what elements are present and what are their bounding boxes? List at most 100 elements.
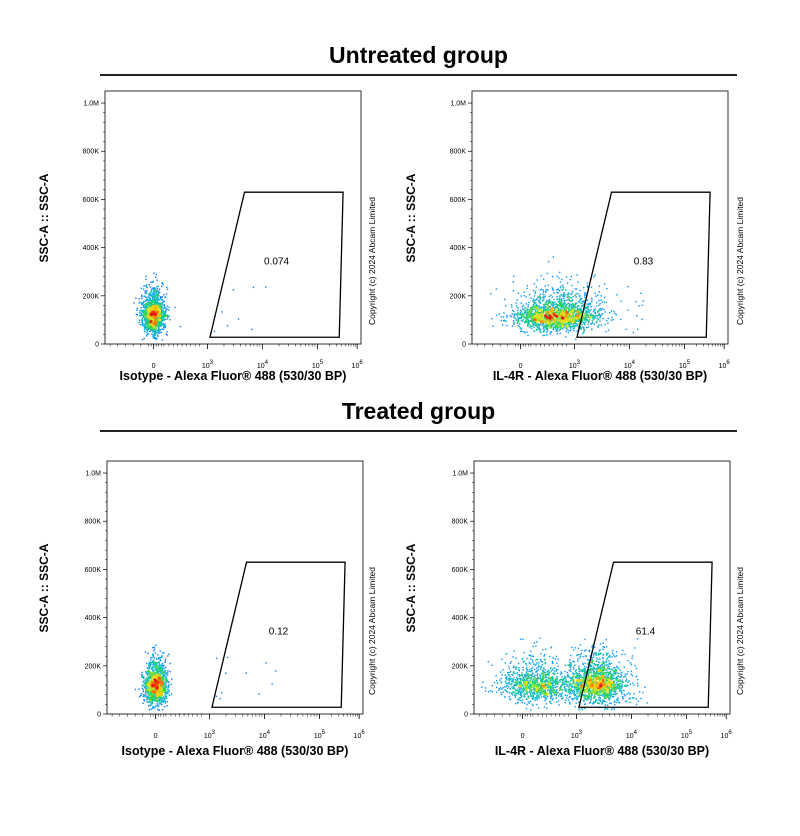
event-dot <box>162 689 165 691</box>
event-dot <box>551 317 554 319</box>
event-dot <box>151 324 154 327</box>
event-dot <box>535 319 537 321</box>
event-dot <box>579 309 582 311</box>
event-dot <box>156 321 159 323</box>
event-dot <box>154 310 156 313</box>
event-dot <box>563 315 565 317</box>
event-dot <box>560 319 563 321</box>
event-dot <box>529 325 532 327</box>
event-dot <box>144 318 146 321</box>
event-dot <box>152 315 155 317</box>
event-dot <box>145 322 147 325</box>
event-dot <box>148 311 150 313</box>
event-dot <box>151 315 154 318</box>
event-dot <box>150 313 153 315</box>
event-dot <box>560 326 562 328</box>
event-dot <box>550 310 552 312</box>
event-dot <box>164 658 167 660</box>
event-dot <box>159 696 161 699</box>
event-dot <box>148 313 150 315</box>
event-dot <box>516 317 519 319</box>
event-dot <box>533 313 535 316</box>
event-dot <box>579 299 581 301</box>
event-dot <box>156 325 158 328</box>
event-dot <box>144 320 146 322</box>
event-dot <box>532 313 534 315</box>
event-dot <box>505 320 507 323</box>
event-dot <box>149 299 151 301</box>
event-dot <box>147 324 150 326</box>
event-dot <box>522 304 525 307</box>
event-dot <box>149 323 151 325</box>
event-dot <box>150 320 152 322</box>
event-dot <box>571 306 573 309</box>
event-dot <box>159 699 162 701</box>
event-dot <box>150 307 153 310</box>
event-dot <box>554 317 556 320</box>
event-dot <box>568 315 570 318</box>
event-dot <box>148 304 150 306</box>
event-dot <box>154 336 157 339</box>
event-dot <box>545 301 547 303</box>
event-dot <box>146 697 149 700</box>
event-dot <box>152 292 154 295</box>
event-dot <box>556 306 558 308</box>
event-dot <box>554 311 557 314</box>
event-dot <box>564 317 566 319</box>
event-dot <box>150 308 152 310</box>
event-dot <box>154 322 156 325</box>
event-dot <box>152 309 155 311</box>
event-dot <box>153 691 156 694</box>
event-dot <box>149 685 152 688</box>
event-dot <box>162 681 165 684</box>
event-dot <box>150 314 152 316</box>
event-dot <box>146 674 149 676</box>
event-dot <box>155 313 158 316</box>
event-dot <box>148 693 151 695</box>
event-dot <box>161 687 163 689</box>
event-dot <box>540 313 542 316</box>
event-dot <box>159 680 161 683</box>
event-dot <box>152 679 154 682</box>
event-dot <box>159 679 161 681</box>
event-dot <box>578 294 581 297</box>
event-dot <box>150 672 153 674</box>
event-dot <box>162 315 165 318</box>
event-dot <box>151 297 154 300</box>
event-dot <box>146 298 149 300</box>
event-dot <box>151 672 153 675</box>
event-dot <box>144 687 147 689</box>
event-dot <box>151 700 153 702</box>
event-dot <box>555 314 558 317</box>
event-dot <box>148 673 150 675</box>
event-dot <box>564 321 567 324</box>
event-dot <box>143 699 145 701</box>
event-dot <box>168 681 170 683</box>
event-dot <box>147 683 149 685</box>
event-dot <box>147 686 149 688</box>
event-dot <box>544 315 547 318</box>
event-dot <box>156 321 158 323</box>
event-dot <box>148 313 150 316</box>
event-dot <box>579 295 581 297</box>
event-dot <box>155 318 157 320</box>
event-dot <box>157 692 160 695</box>
event-dot <box>599 317 601 319</box>
event-dot <box>146 299 148 301</box>
event-dot <box>153 307 155 310</box>
event-dot <box>519 311 522 314</box>
event-dot <box>548 315 550 318</box>
event-dot <box>158 325 160 328</box>
event-dot <box>565 316 568 319</box>
event-dot <box>578 313 581 315</box>
event-dot <box>153 314 155 316</box>
event-dot <box>547 327 549 330</box>
event-dot <box>526 311 528 314</box>
event-dot <box>162 283 164 286</box>
event-dot <box>541 321 544 324</box>
event-dot <box>577 292 579 295</box>
event-dot <box>570 328 572 331</box>
event-dot <box>559 314 561 317</box>
event-dot <box>151 679 153 681</box>
event-dot <box>160 325 162 328</box>
